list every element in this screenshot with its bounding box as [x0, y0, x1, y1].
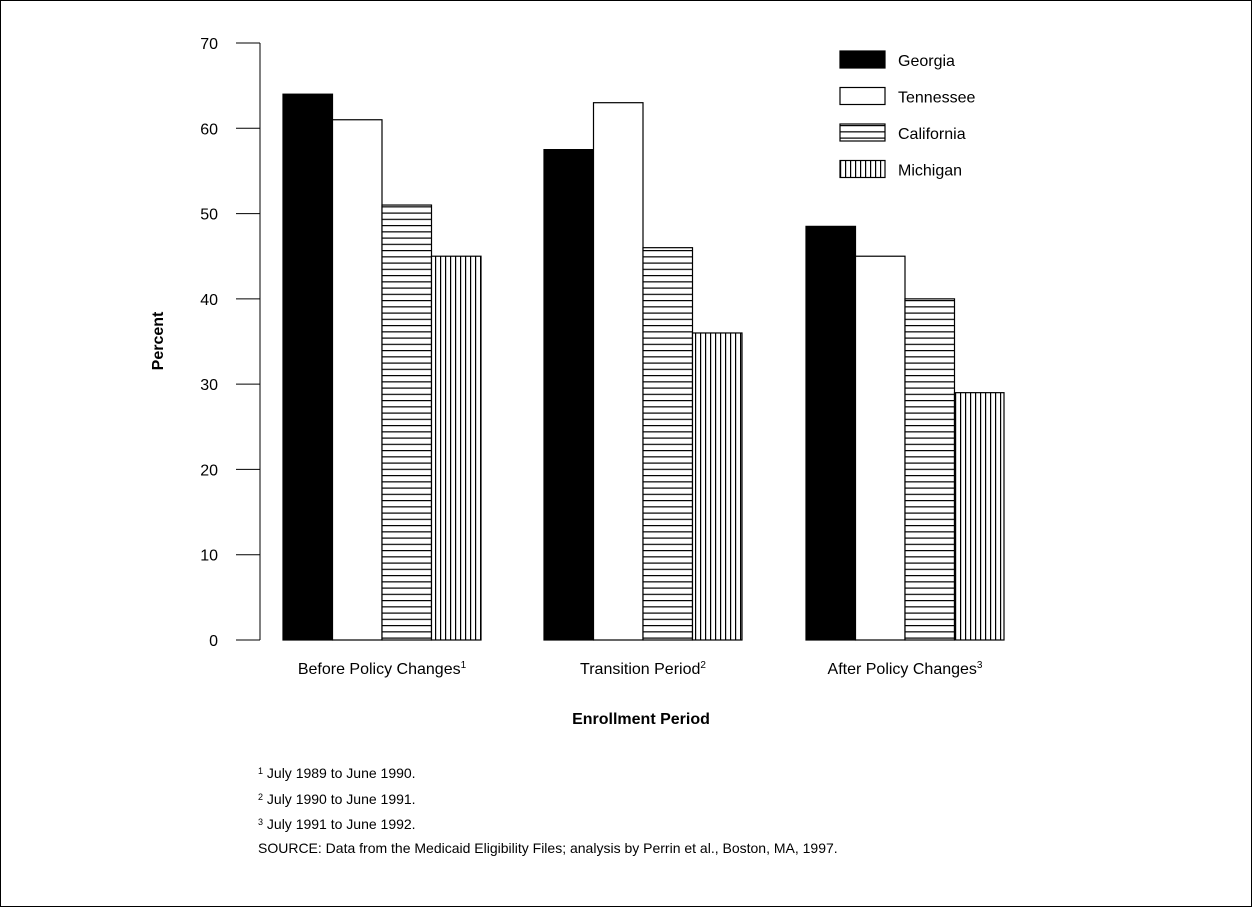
bars — [282, 93, 1005, 641]
bar-michigan-1 — [430, 255, 482, 641]
bar-california-3 — [904, 298, 956, 641]
bar-chart: 0 10 20 30 40 50 60 70 Before Policy Changes1 Tr… — [150, 36, 1005, 728]
footnote-mark: 1 — [461, 660, 467, 671]
bar-california-1 — [381, 204, 433, 641]
footnote-2: 2 July 1990 to June 1991. — [258, 786, 838, 812]
footnote-3: 3 July 1991 to June 1992. — [258, 811, 838, 837]
y-axis-title: Percent — [150, 311, 167, 370]
x-tick-label: Transition Period2 — [580, 660, 706, 678]
footnotes: 1 July 1989 to June 1990. 2 July 1990 to… — [258, 760, 838, 860]
footnote-text: July 1989 to June 1990. — [266, 765, 416, 781]
bar-michigan-2 — [691, 332, 743, 641]
bar-georgia-1 — [282, 93, 334, 641]
y-tick-label: 0 — [209, 633, 218, 650]
legend-label-california: California — [898, 126, 966, 143]
source-note: SOURCE: Data from the Medicaid Eligibili… — [258, 839, 838, 856]
x-axis-labels: Before Policy Changes1 Transition Period2… — [298, 660, 983, 678]
y-tick-label: 70 — [200, 36, 218, 53]
x-tick-label: After Policy Changes3 — [828, 660, 983, 678]
footnote-1: 1 July 1989 to June 1990. — [258, 760, 838, 786]
legend-label-georgia: Georgia — [898, 53, 955, 70]
footnote-mark: 3 — [977, 660, 983, 671]
bar-tennessee-3 — [854, 255, 906, 641]
y-tick-label: 50 — [200, 207, 218, 224]
footnote-mark: 1 — [258, 766, 264, 776]
bar-michigan-3 — [953, 392, 1005, 641]
legend-swatch-michigan — [839, 159, 886, 179]
y-tick-label: 10 — [200, 548, 218, 565]
legend-label-michigan: Michigan — [898, 163, 962, 180]
bar-tennessee-2 — [592, 102, 644, 641]
y-tick-label: 20 — [200, 462, 218, 479]
x-tick-label: Before Policy Changes1 — [298, 660, 467, 678]
y-tick-label: 60 — [200, 121, 218, 138]
legend-swatch-tennessee — [839, 86, 886, 106]
bar-georgia-2 — [543, 149, 595, 641]
y-axis: 0 10 20 30 40 50 60 70 — [200, 36, 261, 650]
bar-tennessee-1 — [331, 119, 383, 641]
legend-label-tennessee: Tennessee — [898, 90, 975, 107]
footnote-mark: 3 — [258, 817, 264, 827]
legend: Georgia Tennessee California Michigan — [839, 50, 975, 180]
footnote-text: July 1990 to June 1991. — [266, 790, 416, 807]
y-tick-label: 40 — [200, 292, 218, 309]
y-tick-label: 30 — [200, 377, 218, 394]
bar-california-2 — [642, 247, 694, 641]
x-axis-title: Enrollment Period — [572, 711, 710, 728]
legend-swatch-california — [839, 123, 886, 142]
footnote-mark: 2 — [258, 791, 264, 802]
legend-swatch-georgia — [839, 50, 886, 69]
bar-georgia-3 — [805, 225, 857, 641]
footnote-mark: 2 — [700, 660, 706, 671]
footnote-text: July 1991 to June 1992. — [266, 816, 416, 832]
